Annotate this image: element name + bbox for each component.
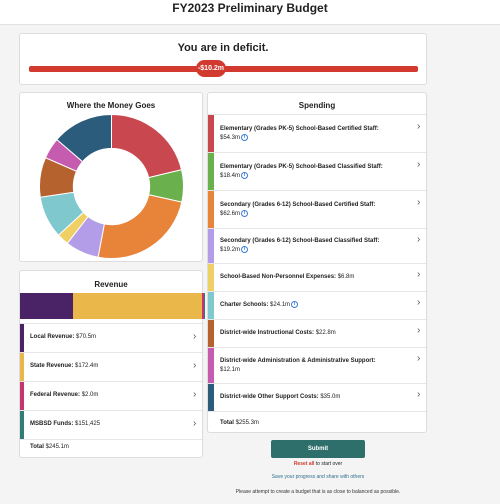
chevron-right-icon[interactable]: ›: [417, 234, 421, 245]
spending-color-stripe: [208, 320, 214, 347]
chevron-right-icon[interactable]: ›: [193, 331, 197, 342]
donut-slice[interactable]: [56, 114, 112, 163]
donut-slice[interactable]: [111, 114, 183, 179]
revenue-row-state[interactable]: State Revenue: $172.4m ›: [20, 352, 204, 381]
revenue-card: Revenue Local Revenue: $70.5m › State Re…: [19, 270, 204, 459]
spending-donut-chart: [39, 114, 184, 259]
spending-amount: $12.1m: [220, 367, 241, 373]
donut-slice[interactable]: [97, 194, 183, 259]
revenue-stacked-bar: [20, 293, 204, 319]
spending-amount: $24.1m: [270, 302, 291, 309]
info-icon[interactable]: i: [241, 210, 249, 217]
chevron-right-icon[interactable]: ›: [193, 418, 197, 429]
info-icon[interactable]: i: [241, 134, 249, 141]
spending-label: District-wide Administration & Administr…: [220, 358, 376, 364]
revenue-bar-segment: [202, 293, 204, 319]
spending-row-other-support[interactable]: District-wide Other Support Costs: $35.0…: [208, 383, 428, 411]
spending-row-administration[interactable]: District-wide Administration & Administr…: [208, 347, 428, 383]
deficit-marker: -$10.2m: [196, 60, 226, 77]
spending-amount: $35.0m: [320, 394, 341, 400]
reset-line: Reset all to start over: [271, 461, 365, 467]
revenue-bar-segment: [72, 293, 203, 319]
spending-row-sec-classified[interactable]: Secondary (Grades 6-12) School-Based Cla…: [208, 228, 428, 263]
spending-color-stripe: [208, 153, 214, 190]
spending-color-stripe: [208, 384, 214, 411]
spending-color-stripe: [208, 292, 214, 319]
revenue-color-stripe: [20, 411, 24, 439]
chevron-right-icon[interactable]: ›: [417, 197, 421, 208]
revenue-bar-segment: [20, 293, 73, 319]
spending-amount: $18.4m: [220, 173, 241, 180]
spending-amount: $6.8m: [337, 274, 355, 280]
revenue-label: Federal Revenue:: [30, 392, 81, 398]
revenue-total: Total $245.1m: [30, 444, 69, 450]
spending-color-stripe: [208, 348, 214, 383]
submit-button[interactable]: Submit: [271, 440, 365, 458]
info-icon[interactable]: i: [241, 246, 249, 253]
revenue-amount: $2.0m: [81, 392, 99, 398]
reset-suffix: to start over: [315, 461, 343, 467]
spending-label: Elementary (Grades PK-5) School-Based Cl…: [220, 164, 383, 170]
chevron-right-icon[interactable]: ›: [417, 353, 421, 364]
chevron-right-icon[interactable]: ›: [417, 389, 421, 400]
spending-row-elem-classified[interactable]: Elementary (Grades PK-5) School-Based Cl…: [208, 152, 428, 190]
spending-row-sec-certified[interactable]: Secondary (Grades 6-12) School-Based Cer…: [208, 190, 428, 228]
revenue-color-stripe: [20, 324, 24, 352]
spending-color-stripe: [208, 264, 214, 291]
page-title: FY2023 Preliminary Budget: [172, 1, 328, 15]
chevron-right-icon[interactable]: ›: [417, 159, 421, 170]
revenue-label: MSBSD Funds:: [30, 421, 74, 427]
revenue-amount: $172.4m: [75, 363, 99, 369]
spending-amount: $19.2m: [220, 247, 241, 254]
spending-label: Charter Schools:: [220, 302, 269, 309]
deficit-title: You are in deficit.: [177, 42, 269, 54]
spending-total-row: [208, 411, 428, 433]
spending-card: Spending Elementary (Grades PK-5) School…: [207, 92, 428, 433]
spending-row-charter[interactable]: Charter Schools: $24.1m i ›: [208, 291, 428, 319]
revenue-label: Local Revenue:: [30, 334, 75, 340]
where-money-goes-title: Where the Money Goes: [66, 101, 156, 110]
revenue-amount: $70.5m: [76, 334, 97, 340]
revenue-title: Revenue: [94, 280, 128, 289]
footer-note: Please attempt to create a budget that i…: [235, 489, 401, 495]
spending-row-non-personnel[interactable]: School-Based Non-Personnel Expenses: $6.…: [208, 263, 428, 291]
spending-row-instructional[interactable]: District-wide Instructional Costs: $22.8…: [208, 319, 428, 347]
deficit-card: You are in deficit. -$10.2m: [19, 33, 427, 85]
chevron-right-icon[interactable]: ›: [417, 269, 421, 280]
revenue-label: State Revenue:: [30, 363, 74, 369]
top-bar: FY2023 Preliminary Budget: [0, 0, 500, 25]
chevron-right-icon[interactable]: ›: [193, 360, 197, 371]
spending-row-elem-certified[interactable]: Elementary (Grades PK-5) School-Based Ce…: [208, 114, 428, 152]
revenue-row-msbsd[interactable]: MSBSD Funds: $151,425 ›: [20, 410, 204, 439]
where-money-goes-card: Where the Money Goes: [19, 92, 203, 262]
revenue-color-stripe: [20, 382, 24, 410]
save-progress-link[interactable]: Save your progress and share with others: [271, 474, 365, 480]
revenue-row-federal[interactable]: Federal Revenue: $2.0m ›: [20, 381, 204, 410]
spending-total: Total $255.3m: [220, 420, 259, 426]
revenue-total-row: [20, 439, 204, 459]
spending-title: Spending: [298, 101, 336, 110]
chevron-right-icon[interactable]: ›: [417, 297, 421, 308]
revenue-row-local[interactable]: Local Revenue: $70.5m ›: [20, 323, 204, 352]
spending-color-stripe: [208, 115, 214, 152]
info-icon[interactable]: i: [291, 301, 299, 308]
chevron-right-icon[interactable]: ›: [417, 121, 421, 132]
spending-label: Secondary (Grades 6-12) School-Based Cer…: [220, 202, 376, 208]
chevron-right-icon[interactable]: ›: [193, 389, 197, 400]
spending-amount: $62.6m: [220, 211, 241, 218]
spending-label: Secondary (Grades 6-12) School-Based Cla…: [220, 238, 380, 244]
revenue-color-stripe: [20, 353, 24, 381]
spending-amount: $22.8m: [315, 330, 336, 336]
spending-amount: $54.3m: [220, 135, 241, 142]
spending-label: Elementary (Grades PK-5) School-Based Ce…: [220, 126, 379, 132]
info-icon[interactable]: i: [241, 172, 249, 179]
spending-label: District-wide Other Support Costs:: [220, 394, 319, 400]
reset-all-link[interactable]: Reset all: [293, 461, 315, 467]
chevron-right-icon[interactable]: ›: [417, 325, 421, 336]
spending-label: School-Based Non-Personnel Expenses:: [220, 274, 337, 280]
spending-color-stripe: [208, 191, 214, 228]
revenue-amount: $151,425: [75, 421, 101, 427]
spending-label: District-wide Instructional Costs:: [220, 330, 315, 336]
spending-color-stripe: [208, 229, 214, 263]
